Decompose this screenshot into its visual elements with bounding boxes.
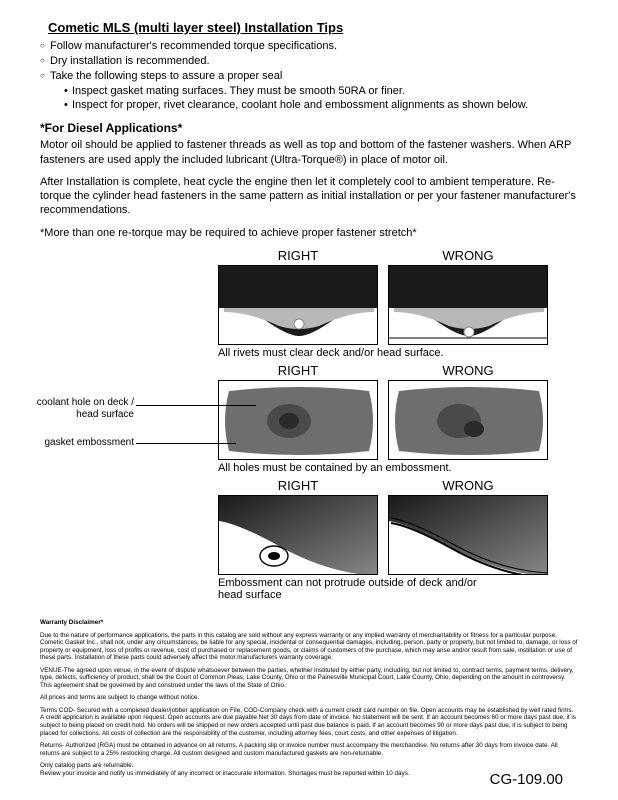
diesel-para-2: After Installation is complete, heat cyc…	[40, 175, 578, 218]
fineprint-p3: All prices and terms are subject to chan…	[40, 694, 578, 702]
diesel-note: *More than one re-torque may be required…	[40, 226, 578, 240]
diesel-heading: *For Diesel Applications*	[40, 121, 578, 135]
sub-bullet-item: Inspect gasket mating surfaces. They mus…	[50, 84, 578, 99]
label-wrong: WRONG	[388, 363, 548, 378]
gasket-label: gasket embossment	[34, 437, 134, 449]
diagram-holes: coolant hole on deck / head surface gask…	[40, 363, 578, 474]
fineprint-p4: Terms COD- Secured with a completed deal…	[40, 707, 578, 737]
rivet-right-figure	[218, 265, 378, 345]
label-right: RIGHT	[218, 248, 378, 263]
label-right: RIGHT	[218, 478, 378, 493]
coolant-label: coolant hole on deck / head surface	[34, 397, 134, 420]
fineprint-p2: VENUE-The agreed upon venue, in the even…	[40, 667, 578, 690]
bullet-item: Take the following steps to assure a pro…	[40, 69, 578, 114]
label-wrong: WRONG	[388, 248, 548, 263]
rivet-wrong-figure	[388, 265, 548, 345]
fineprint-p5: Returns- Authorized (RGA) must be obtain…	[40, 742, 578, 757]
diagram-emboss: RIGHT WRONG Embossment	[40, 478, 578, 601]
holes-caption: All holes must be contained by an emboss…	[218, 462, 578, 474]
page-title: Cometic MLS (multi layer steel) Installa…	[40, 20, 578, 35]
emboss-wrong-figure	[388, 495, 548, 575]
holes-right-figure	[218, 380, 378, 460]
emboss-caption: Embossment can not protrude outside of d…	[218, 577, 518, 601]
label-wrong: WRONG	[388, 478, 548, 493]
footer-code: CG-109.00	[490, 771, 563, 788]
rivet-caption: All rivets must clear deck and/or head s…	[218, 347, 578, 359]
diesel-para-1: Motor oil should be applied to fastener …	[40, 138, 578, 167]
warranty-head: Warranty Disclaimer*	[40, 619, 578, 627]
bullet-item: Follow manufacturer's recommended torque…	[40, 39, 578, 54]
sub-bullet-item: Inspect for proper, rivet clearance, coo…	[50, 98, 578, 113]
main-bullets: Follow manufacturer's recommended torque…	[40, 39, 578, 113]
fineprint-p1: Due to the nature of performance applica…	[40, 632, 578, 662]
holes-wrong-figure	[388, 380, 548, 460]
bullet-item: Dry installation is recommended.	[40, 54, 578, 69]
emboss-right-figure	[218, 495, 378, 575]
fineprint-block: Warranty Disclaimer* Due to the nature o…	[40, 619, 578, 777]
label-right: RIGHT	[218, 363, 378, 378]
diagram-rivets: RIGHT WRONG All rivets must clear	[40, 248, 578, 359]
